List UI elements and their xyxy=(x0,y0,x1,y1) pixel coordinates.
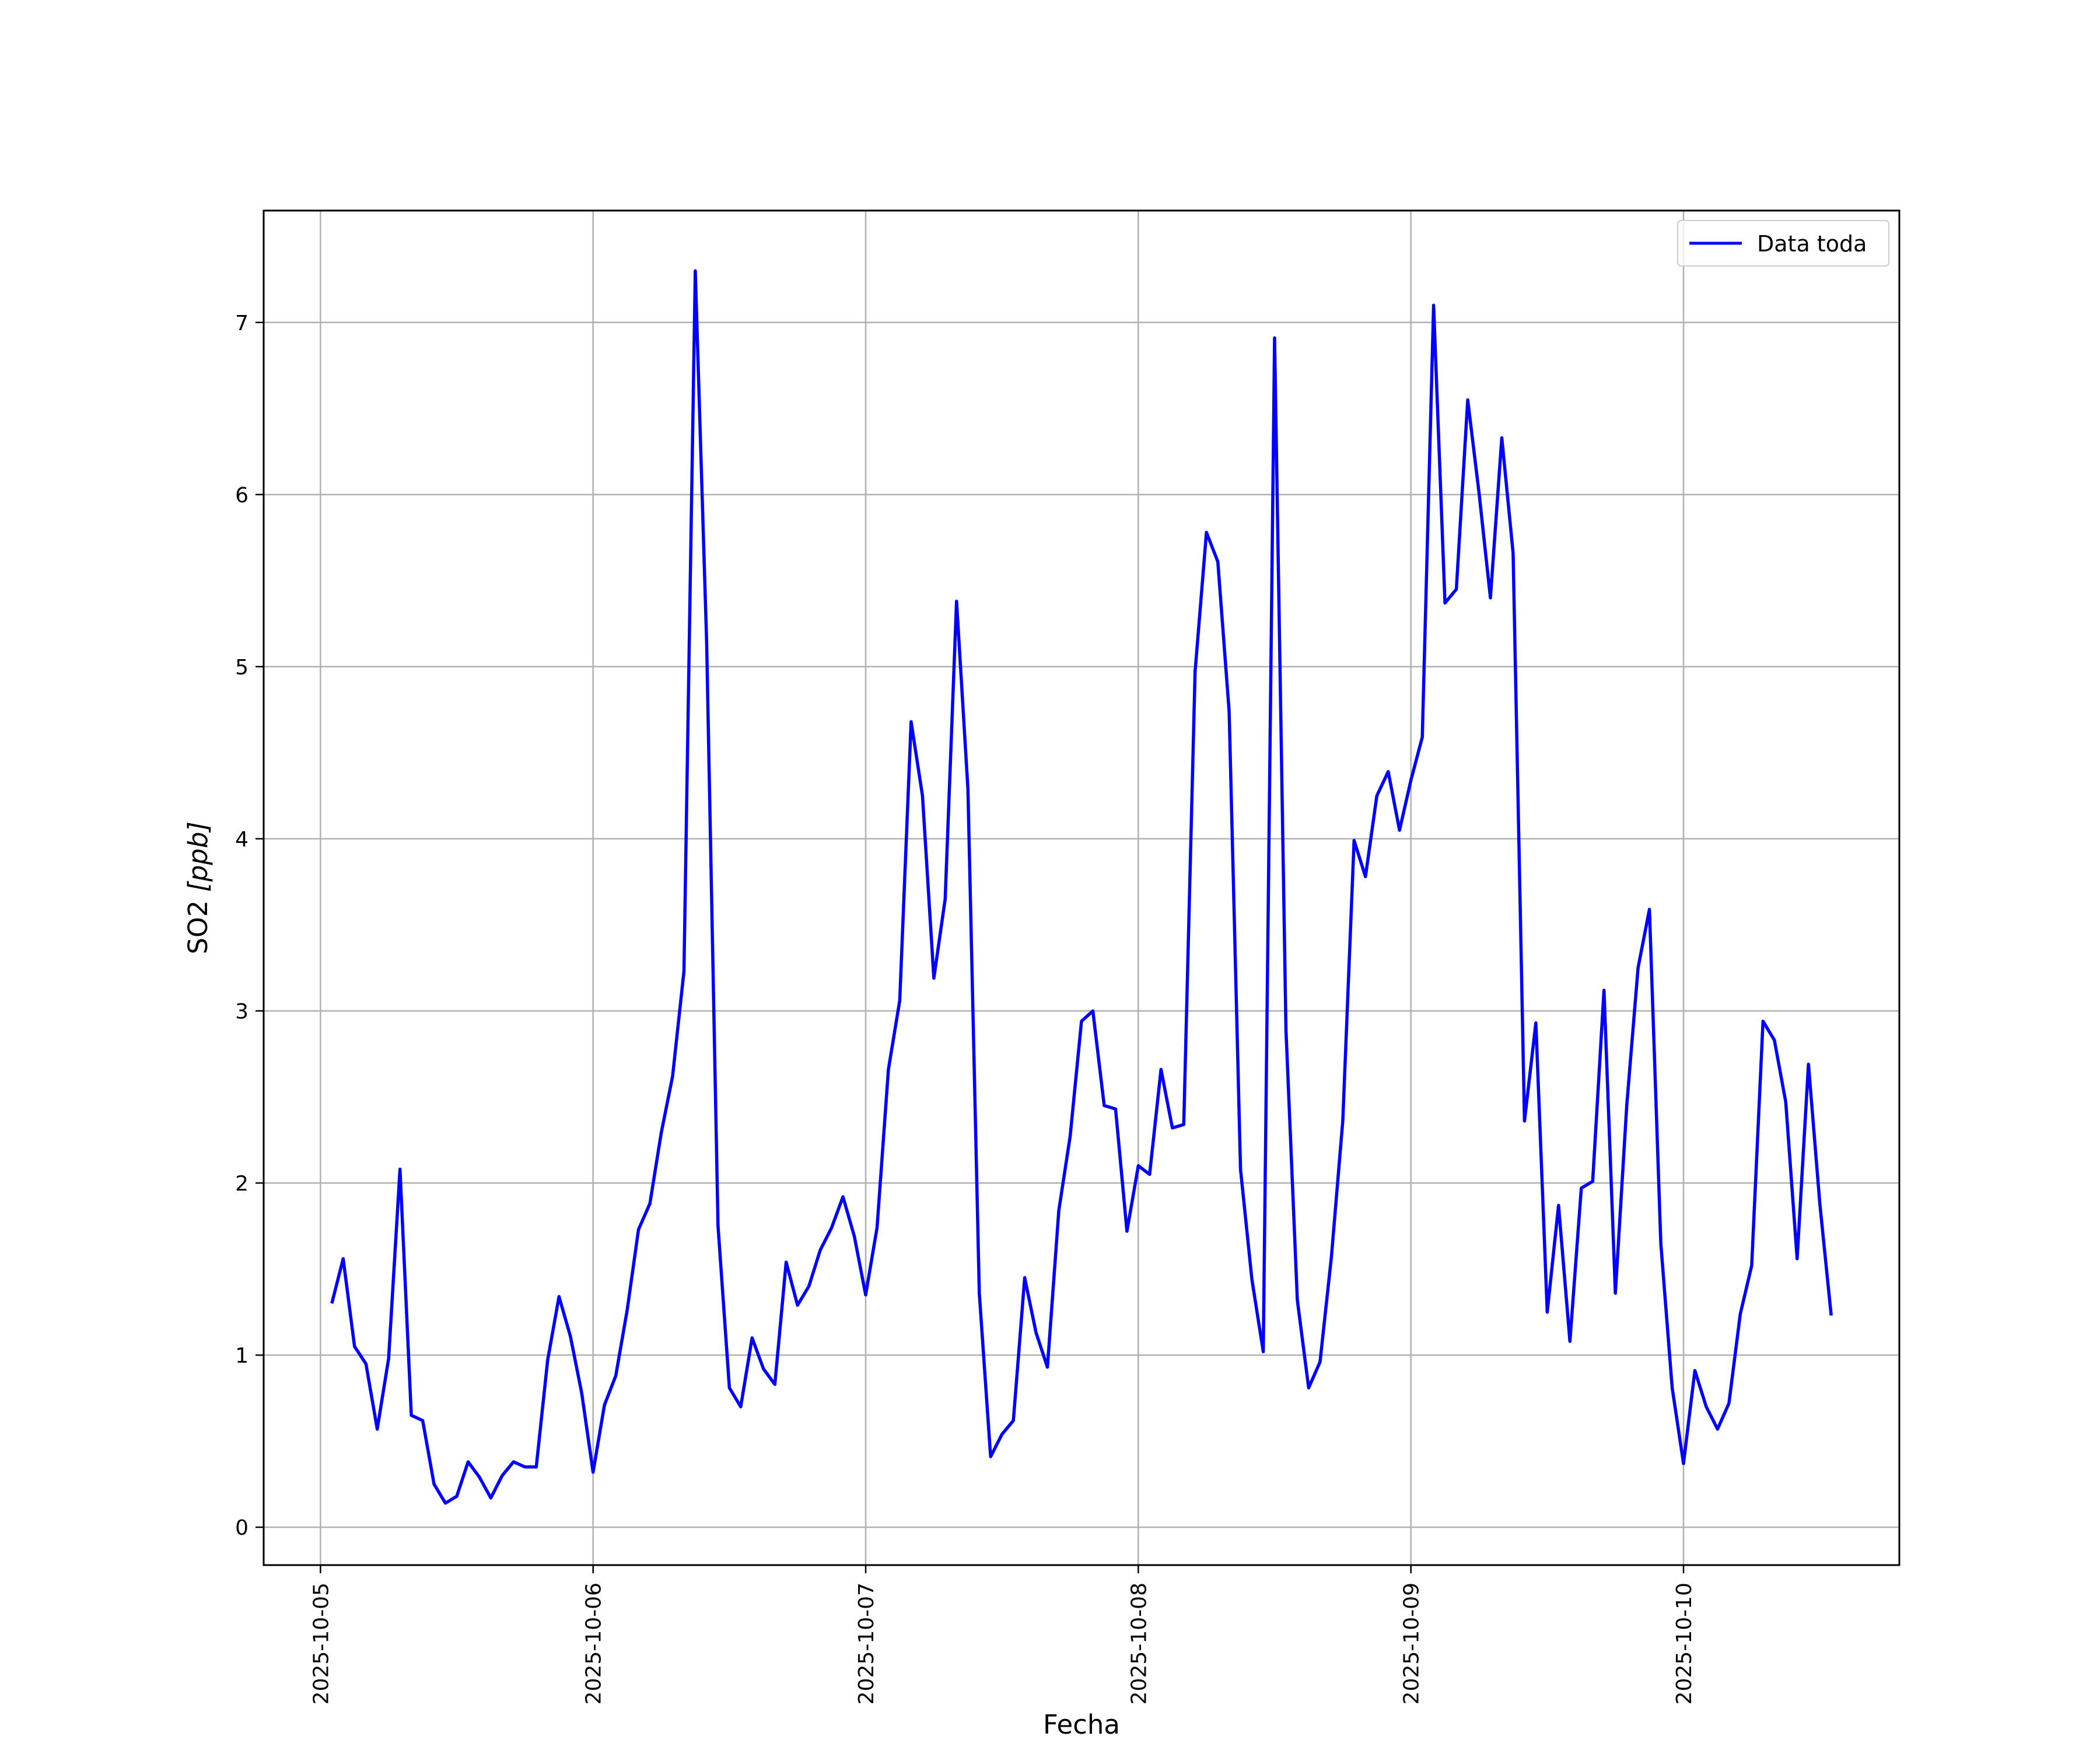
y-axis-label-unit: [ppb] xyxy=(183,821,214,892)
y-axis-label: SO2 [ppb] xyxy=(183,821,214,954)
x-gridlines xyxy=(320,211,1685,1565)
y-tick-label: 5 xyxy=(235,656,249,680)
y-tick-label: 4 xyxy=(235,828,249,852)
y-gridlines xyxy=(264,321,1899,1528)
x-tick-label: 2025-10-10 xyxy=(1672,1583,1696,1704)
y-tick-label: 2 xyxy=(235,1172,249,1196)
x-axis-label: Fecha xyxy=(1043,1709,1120,1740)
series-line-data-toda xyxy=(330,269,1833,1505)
y-tick-label: 7 xyxy=(235,312,249,335)
x-tick-label: 2025-10-06 xyxy=(582,1583,606,1704)
y-tick-label: 1 xyxy=(235,1344,249,1368)
y-tick-label: 6 xyxy=(235,484,249,508)
x-tick-label: 2025-10-09 xyxy=(1400,1583,1424,1704)
plot-area-frame xyxy=(262,209,1901,1566)
y-axis-ticks: 0 1 2 3 4 5 6 7 xyxy=(235,312,264,1540)
x-axis-ticks: 2025-10-05 2025-10-06 2025-10-07 2025-10-08… xyxy=(309,1565,1696,1704)
legend-label-data-toda: Data toda xyxy=(1757,231,1867,257)
x-tick-label: 2025-10-05 xyxy=(309,1583,333,1704)
series-layer xyxy=(330,269,1833,1505)
x-tick-label: 2025-10-08 xyxy=(1127,1583,1151,1704)
y-tick-label: 3 xyxy=(235,1000,249,1024)
legend-box xyxy=(1677,220,1889,267)
x-tick-label: 2025-10-07 xyxy=(855,1583,878,1704)
legend: Data toda xyxy=(1677,220,1889,267)
y-axis-label-main: SO2 xyxy=(183,892,214,954)
y-tick-label: 0 xyxy=(235,1516,249,1540)
